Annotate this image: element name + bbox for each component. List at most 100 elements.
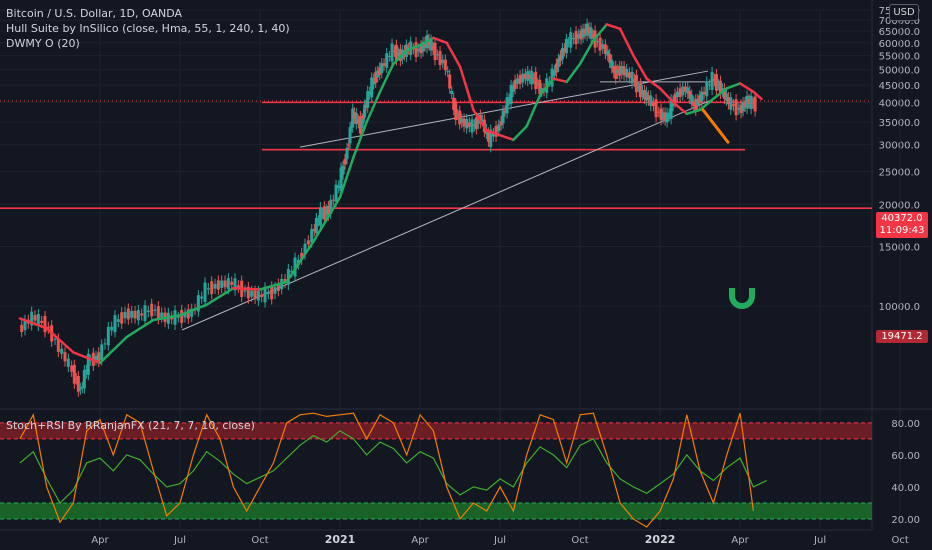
last-price: 40372.0 — [881, 213, 923, 224]
hull-segment — [605, 23, 622, 31]
candle-body — [720, 88, 724, 92]
candle-body — [438, 51, 442, 66]
candle-body — [456, 114, 460, 116]
y-tick-label: 55000.0 — [879, 52, 920, 63]
hull-segment — [445, 41, 462, 68]
candle-body — [665, 112, 669, 123]
x-tick-label: Jul — [173, 535, 186, 546]
candle-body — [654, 99, 658, 118]
candle-body — [534, 71, 538, 90]
candle-body — [497, 124, 501, 132]
candle-body — [256, 290, 260, 301]
candle-body — [694, 99, 698, 111]
candle-body — [511, 86, 515, 92]
candle-body — [446, 71, 450, 73]
candle-body — [558, 55, 562, 61]
y-tick-label: 25000.0 — [879, 167, 920, 178]
hull-segment — [45, 327, 75, 354]
candle-body — [712, 78, 716, 82]
dwmy-indicator-label[interactable]: DWMY O (20) — [6, 37, 80, 50]
candle-body — [480, 119, 484, 122]
candle-body — [467, 122, 471, 127]
symbol-title[interactable]: Bitcoin / U.S. Dollar, 1D, OANDA — [6, 7, 182, 20]
candle-body — [705, 81, 709, 97]
candle-body — [608, 53, 612, 63]
candle-body — [276, 283, 280, 291]
candle-body — [722, 88, 726, 99]
hull-segment — [698, 97, 715, 112]
candle-body — [116, 319, 120, 323]
hull-segment — [565, 62, 582, 84]
y-tick-label: 50000.0 — [879, 66, 920, 77]
candle-body — [491, 132, 495, 137]
candle-body — [566, 42, 570, 44]
candle-body — [113, 315, 117, 333]
hull-segment — [725, 82, 742, 90]
candle-body — [427, 38, 431, 46]
candle-body — [669, 99, 673, 120]
hull-segment — [352, 120, 368, 159]
candle-body — [378, 67, 382, 75]
candle-body — [683, 86, 687, 92]
osc-y-tick-label: 40.00 — [891, 483, 920, 494]
hull-indicator-label[interactable]: Hull Suite by InSilico (close, Hma, 55, … — [6, 22, 290, 35]
hull-segment — [365, 90, 382, 124]
candle-body — [601, 44, 605, 49]
candle-body — [678, 88, 682, 98]
hull-segment — [485, 129, 502, 137]
candle-body — [707, 84, 711, 86]
candle-body — [318, 207, 322, 226]
candle-body — [387, 56, 391, 58]
hull-segment — [525, 93, 542, 128]
y-tick-label: 10000.0 — [879, 302, 920, 313]
candle-body — [743, 101, 747, 107]
candle-body — [196, 295, 200, 312]
candle-body — [63, 352, 67, 362]
candle-body — [616, 69, 620, 74]
candle-body — [360, 118, 364, 129]
candle-body — [233, 278, 237, 291]
candle-body — [470, 119, 474, 133]
hull-segment — [538, 77, 555, 97]
candle-body — [589, 27, 593, 39]
candle-body — [30, 311, 34, 326]
candle-body — [737, 108, 741, 110]
candle-body — [556, 58, 560, 68]
candle-body — [523, 73, 527, 80]
candle-body — [74, 378, 78, 380]
candle-body — [80, 386, 84, 388]
candle-body — [476, 118, 480, 124]
candle-body — [84, 369, 88, 374]
candle-body — [554, 63, 558, 73]
candle-body — [76, 376, 80, 392]
candle-body — [714, 74, 718, 91]
candle-body — [120, 312, 124, 324]
oscillator-legend[interactable]: Stoch+RSI By RRanjanFX (21, 7, 7, 10, cl… — [6, 419, 255, 432]
candle-body — [536, 83, 540, 85]
candle-body — [696, 98, 700, 106]
candle-body — [303, 243, 307, 255]
hull-segment — [285, 240, 315, 284]
candle-body — [612, 66, 616, 73]
candle-body — [223, 280, 227, 288]
candle-body — [320, 213, 324, 215]
candle-body — [751, 102, 755, 104]
hull-segment — [258, 280, 288, 291]
candle-body — [630, 71, 634, 84]
candle-body — [433, 42, 437, 61]
candle-body — [60, 348, 64, 354]
candle-body — [180, 309, 184, 323]
candle-body — [505, 97, 509, 114]
hull-segment — [312, 195, 342, 243]
hull-segment — [392, 49, 408, 66]
candle-body — [266, 293, 270, 295]
currency-button[interactable]: USD — [889, 4, 919, 21]
candle-body — [562, 48, 566, 52]
candle-countdown: 11:09:43 — [879, 225, 925, 236]
candle-body — [698, 95, 702, 104]
y-tick-label: 20000.0 — [879, 200, 920, 211]
candle-body — [20, 324, 24, 332]
